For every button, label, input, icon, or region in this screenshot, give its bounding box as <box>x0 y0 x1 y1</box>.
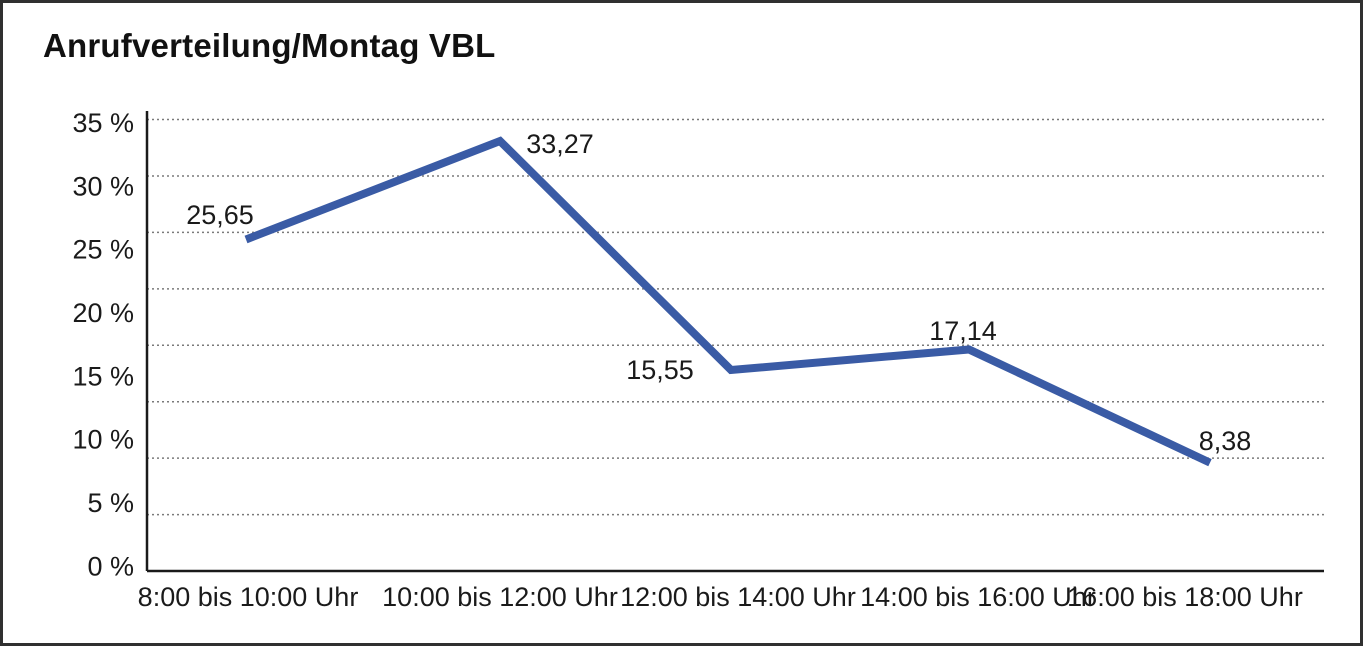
y-tick-label: 30 % <box>72 171 134 201</box>
x-category-label: 10:00 bis 12:00 Uhr <box>382 582 618 612</box>
value-label: 33,27 <box>526 129 594 159</box>
value-label: 15,55 <box>626 355 694 385</box>
y-tick-label: 20 % <box>72 298 134 328</box>
x-category-label: 12:00 bis 14:00 Uhr <box>620 582 856 612</box>
chart-title: Anrufverteilung/Montag VBL <box>43 27 496 64</box>
y-tick-label: 0 % <box>87 551 134 581</box>
y-tick-label: 5 % <box>87 488 134 518</box>
x-category-label: 14:00 bis 16:00 Uhr <box>860 582 1096 612</box>
value-label: 8,38 <box>1199 426 1252 456</box>
y-tick-label: 35 % <box>72 108 134 138</box>
x-category-label: 16:00 bis 18:00 Uhr <box>1067 582 1303 612</box>
y-tick-label: 25 % <box>72 235 134 265</box>
line-chart-canvas: 35 % 30 % 25 % 20 % 15 % 10 % 5 % 0 %8:00 bis 1… <box>72 108 1325 612</box>
y-tick-label: 15 % <box>72 361 134 391</box>
value-label: 25,65 <box>186 200 254 230</box>
y-tick-label: 10 % <box>72 425 134 455</box>
x-category-label: 8:00 bis 10:00 Uhr <box>138 582 359 612</box>
data-polyline <box>244 136 1212 467</box>
value-label: 17,14 <box>929 316 997 346</box>
